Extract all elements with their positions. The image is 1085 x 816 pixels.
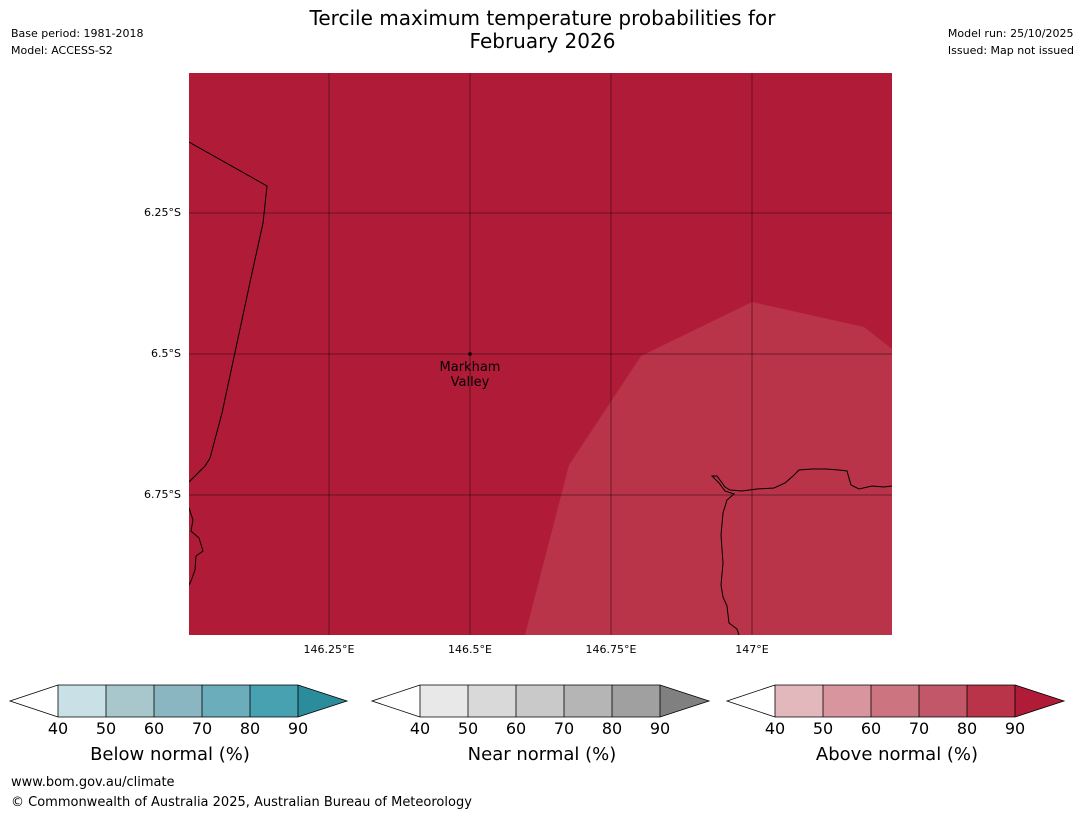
colorbar-outline xyxy=(370,684,711,718)
colorbar-segment xyxy=(823,685,871,717)
tick-label: 90 xyxy=(649,719,671,738)
colorbar-segment xyxy=(564,685,612,717)
colorbar-outline xyxy=(725,684,1066,718)
legend-title-above-normal: Above normal (%) xyxy=(815,744,979,765)
tick-label: 60 xyxy=(860,719,882,738)
tick-label: 70 xyxy=(191,719,213,738)
colorbar-outline xyxy=(8,684,349,718)
colorbar-segment xyxy=(967,685,1015,717)
tick-label: 50 xyxy=(457,719,479,738)
lon-label-147: 147°E xyxy=(735,643,769,656)
model-run: Model run: 25/10/2025 xyxy=(947,27,1074,40)
footer-url[interactable]: www.bom.gov.au/climate xyxy=(11,775,175,790)
lon-label-146-25: 146.25°E xyxy=(303,643,355,656)
model-name: Model: ACCESS-S2 xyxy=(11,44,113,57)
place-label-markham-valley: Markham Valley xyxy=(420,360,520,390)
tick-label: 80 xyxy=(956,719,978,738)
colorbar-segment xyxy=(516,685,564,717)
colorbar-segment xyxy=(106,685,154,717)
coastlines-borders xyxy=(189,141,892,635)
map-canvas xyxy=(189,73,892,635)
base-period: Base period: 1981-2018 xyxy=(11,27,144,40)
meta-right: Model run: 25/10/2025 Issued: Map not is… xyxy=(948,25,1074,59)
legend-near-normal: 40 50 60 70 80 90 Near normal (%) xyxy=(370,684,712,765)
tick-label: 50 xyxy=(95,719,117,738)
colorbar-below-normal xyxy=(8,684,349,718)
colorbar-segment xyxy=(871,685,919,717)
lat-label-6-5: 6.5°S xyxy=(151,347,181,360)
tick-label: 70 xyxy=(553,719,575,738)
place-label-line-2: Valley xyxy=(450,375,490,390)
tick-label: 40 xyxy=(47,719,69,738)
issued-status: Issued: Map not issued xyxy=(947,44,1074,57)
place-marker-markham-valley xyxy=(468,352,472,356)
colorbar-segment xyxy=(612,685,660,717)
colorbar-segment xyxy=(468,685,516,717)
colorbar-extend-high xyxy=(660,685,709,717)
meta-left: Base period: 1981-2018 Model: ACCESS-S2 xyxy=(11,25,143,59)
colorbar-segment xyxy=(58,685,106,717)
colorbar-segment xyxy=(420,685,468,717)
tick-label: 70 xyxy=(908,719,930,738)
region-above-normal-70-80 xyxy=(525,302,892,635)
colorbar-extend-low xyxy=(372,685,420,717)
tick-label: 40 xyxy=(764,719,786,738)
legend-title-near-normal: Near normal (%) xyxy=(467,744,617,765)
tick-label: 80 xyxy=(601,719,623,738)
colorbar-extend-high xyxy=(298,685,347,717)
footer-copyright: © Commonwealth of Australia 2025, Austra… xyxy=(11,795,472,810)
legend-title-below-normal: Below normal (%) xyxy=(90,744,250,765)
lon-label-146-75: 146.75°E xyxy=(585,643,637,656)
title-line-1: Tercile maximum temperature probabilitie… xyxy=(309,6,776,30)
lat-label-6-25: 6.25°S xyxy=(144,206,181,219)
colorbar-extend-low xyxy=(10,685,58,717)
map-title: Tercile maximum temperature probabilitie… xyxy=(0,7,1085,53)
tick-label: 50 xyxy=(812,719,834,738)
colorbar-segment xyxy=(154,685,202,717)
colorbar-segment xyxy=(775,685,823,717)
tick-label: 60 xyxy=(143,719,165,738)
tick-label: 80 xyxy=(239,719,261,738)
tick-label: 90 xyxy=(1004,719,1026,738)
colorbar-segment xyxy=(202,685,250,717)
title-line-2: February 2026 xyxy=(469,29,616,53)
colorbar-segment xyxy=(919,685,967,717)
graticule xyxy=(189,73,892,635)
coastline-west xyxy=(189,507,204,586)
colorbar-segment xyxy=(250,685,298,717)
tick-label: 90 xyxy=(287,719,309,738)
colorbar-near-normal xyxy=(370,684,711,718)
tick-label: 60 xyxy=(505,719,527,738)
map-panel xyxy=(189,73,892,635)
border-line xyxy=(189,141,268,483)
colorbar-extend-high xyxy=(1015,685,1064,717)
lat-label-6-75: 6.75°S xyxy=(144,488,181,501)
legend-above-normal: 40 50 60 70 80 90 Above normal (%) xyxy=(725,684,1067,765)
tick-label: 40 xyxy=(409,719,431,738)
colorbar-extend-low xyxy=(727,685,775,717)
colorbar-above-normal xyxy=(725,684,1066,718)
place-label-line-1: Markham xyxy=(439,360,501,375)
legend-below-normal: 40 50 60 70 80 90 Below normal (%) xyxy=(8,684,350,765)
coastline-east xyxy=(710,468,892,635)
lon-label-146-5: 146.5°E xyxy=(448,643,492,656)
